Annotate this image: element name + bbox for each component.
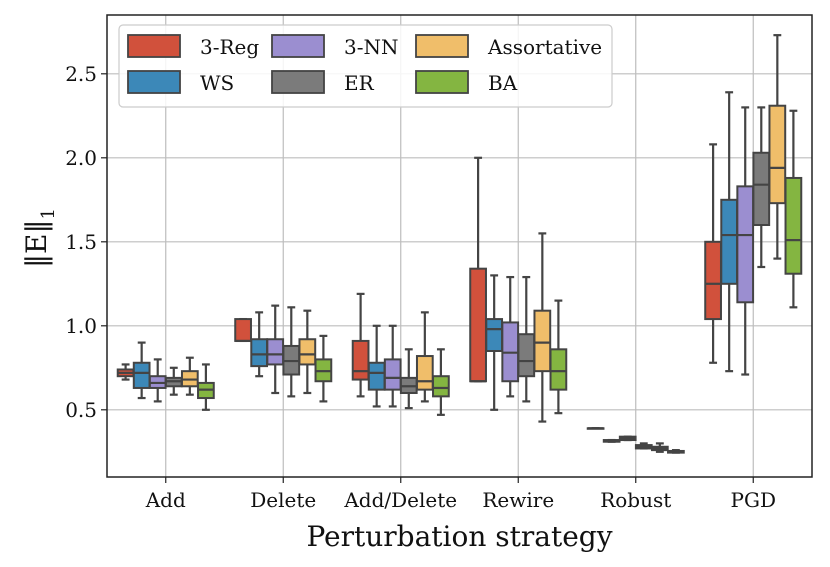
box-3-reg-pgd [704, 143, 722, 364]
x-tick-label: Add [145, 488, 186, 512]
box-iqr [367, 361, 386, 391]
x-axis-title: Perturbation strategy [306, 520, 612, 553]
box-assortative-delete [298, 309, 317, 395]
legend-item-assortative: Assortative [415, 34, 602, 59]
box-assortative-add [180, 356, 199, 396]
y-axis-ticks: 0.5 1.0 1.5 2.0 2.5 [65, 62, 107, 422]
box-er-add-delete [399, 348, 418, 410]
box-iqr [415, 355, 434, 391]
box-3-reg-robust [586, 427, 605, 430]
y-axis-title-main: ‖E‖ [20, 220, 53, 268]
legend-swatch [127, 70, 181, 94]
box-iqr [250, 338, 269, 368]
box-iqr [533, 309, 552, 373]
box-ws-robust [602, 438, 621, 443]
box-iqr [469, 267, 487, 383]
legend-swatch [271, 70, 325, 94]
legend-label: ER [344, 71, 375, 95]
legend-swatch [271, 34, 325, 58]
y-tick-label: 2.0 [65, 146, 97, 170]
box-ba-robust [667, 449, 685, 454]
box-er-robust [634, 442, 653, 450]
box-iqr [768, 104, 787, 205]
box-ba-rewire [549, 299, 568, 415]
box-3-nn-robust [618, 435, 637, 442]
box-ws-add-delete [367, 324, 386, 408]
box-er-add [164, 366, 183, 396]
y-tick-label: 1.0 [65, 314, 97, 338]
box-iqr [234, 318, 252, 342]
box-ws-delete [250, 311, 269, 378]
box-er-pgd [752, 106, 771, 269]
box-iqr [383, 358, 402, 391]
box-3-nn-delete [266, 304, 285, 395]
box-3-nn-add [148, 358, 167, 403]
box-iqr [351, 339, 370, 381]
box-ba-delete [314, 334, 333, 403]
x-tick-label: Delete [250, 488, 316, 512]
legend-item-ws: WS [127, 70, 234, 95]
legend: 3-Reg WS 3-NN ER Assortative BA [118, 24, 613, 108]
legend-swatch [127, 34, 181, 58]
box-iqr [266, 338, 285, 366]
box-3-nn-pgd [736, 106, 755, 376]
x-tick-label: Robust [600, 488, 671, 512]
box-er-delete [282, 306, 301, 398]
box-ba-pgd [784, 109, 803, 309]
box-iqr [432, 375, 450, 398]
box-3-reg-rewire [469, 156, 487, 383]
box-er-rewire [517, 275, 536, 403]
box-iqr [132, 361, 151, 389]
box-iqr [517, 333, 536, 378]
box-ba-add-delete [432, 348, 450, 416]
legend-frame [118, 24, 613, 108]
y-tick-label: 0.5 [65, 398, 97, 422]
x-tick-label: Rewire [482, 488, 554, 512]
box-ws-pgd [720, 91, 739, 373]
legend-label: BA [488, 71, 518, 95]
x-axis-ticks: Add Delete Add/Delete Rewire Robust PGD [145, 477, 776, 512]
box-3-reg-add-delete [351, 292, 370, 398]
legend-label: Assortative [487, 35, 602, 59]
box-assortative-rewire [533, 232, 552, 423]
legend-item-ba: BA [415, 70, 518, 95]
box-3-reg-add [116, 363, 135, 381]
legend-swatch [415, 34, 469, 58]
box-iqr [485, 318, 504, 352]
y-tick-label: 1.5 [65, 230, 97, 254]
legend-item-er: ER [271, 70, 375, 95]
box-3-reg-delete [234, 317, 252, 343]
legend-label: 3-Reg [200, 35, 259, 59]
box-3-nn-add-delete [383, 324, 402, 408]
y-axis-title: ‖E‖1 [20, 208, 59, 268]
legend-swatch [415, 70, 469, 94]
legend-label: 3-NN [344, 35, 398, 59]
box-assortative-pgd [768, 34, 787, 260]
x-tick-label: Add/Delete [343, 488, 457, 512]
box-ws-rewire [485, 274, 504, 411]
box-plots [116, 34, 803, 454]
box-iqr [736, 185, 755, 304]
box-ba-add [197, 363, 215, 411]
box-iqr [704, 240, 722, 321]
legend-item-3-nn: 3-NN [271, 34, 398, 59]
y-tick-label: 2.5 [65, 62, 97, 86]
box-assortative-add-delete [415, 311, 434, 403]
legend-label: WS [200, 71, 234, 95]
box-iqr [784, 176, 803, 275]
box-ws-add [132, 341, 151, 400]
x-tick-label: PGD [731, 488, 776, 512]
box-iqr [549, 348, 568, 391]
box-assortative-robust [650, 442, 669, 453]
legend-item-3-reg: 3-Reg [127, 34, 259, 59]
box-iqr [298, 338, 317, 366]
box-iqr [720, 198, 739, 285]
box-iqr [752, 151, 771, 226]
plot-frame [106, 14, 813, 478]
y-axis-title-subscript: 1 [38, 208, 59, 219]
box-3-nn-rewire [501, 275, 520, 398]
